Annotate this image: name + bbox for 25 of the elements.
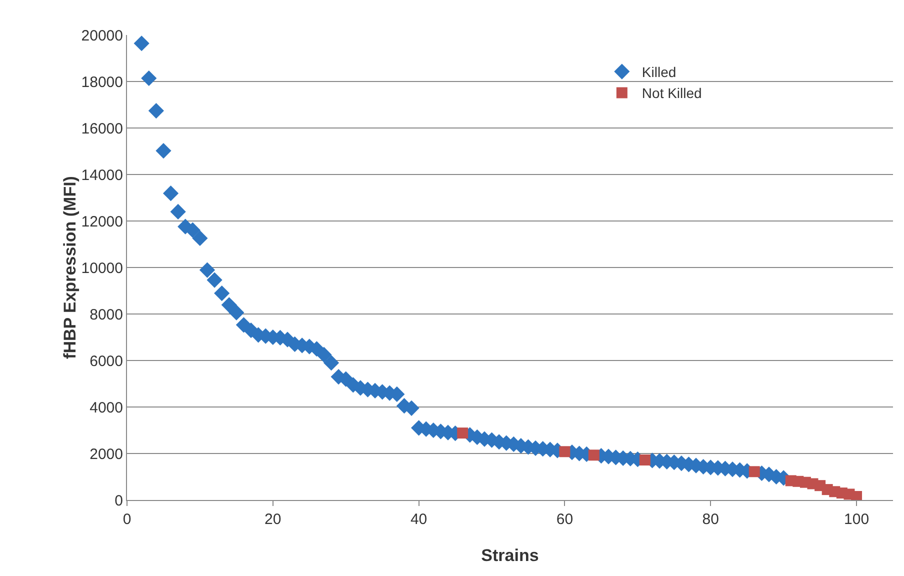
legend-label: Killed xyxy=(642,64,676,80)
point xyxy=(457,428,468,439)
x-tick-label: 20 xyxy=(264,511,282,528)
y-tick-label: 20000 xyxy=(81,27,123,44)
point xyxy=(559,446,570,458)
y-tick-label: 8000 xyxy=(90,306,123,324)
y-tick-label: 4000 xyxy=(90,399,123,416)
y-tick-label: 14000 xyxy=(81,166,123,184)
x-tick-label: 60 xyxy=(556,511,574,528)
y-axis-title: fHBP Expression (MFI) xyxy=(60,176,80,359)
y-tick-label: 18000 xyxy=(81,74,123,91)
y-tick-label: 10000 xyxy=(81,260,123,277)
point xyxy=(588,450,600,461)
x-tick-label: 80 xyxy=(702,511,719,528)
point xyxy=(639,454,650,466)
point xyxy=(748,466,760,478)
y-tick-label: 6000 xyxy=(90,352,123,370)
legend-label: Not Killed xyxy=(642,85,702,102)
y-tick-label: 12000 xyxy=(81,213,123,230)
x-tick-label: 40 xyxy=(410,511,428,528)
y-tick-label: 2000 xyxy=(90,446,123,463)
x-axis-title: Strains xyxy=(481,546,539,565)
y-tick-label: 0 xyxy=(114,492,123,510)
y-tick-label: 16000 xyxy=(81,120,123,138)
x-tick-label: 100 xyxy=(844,511,870,528)
